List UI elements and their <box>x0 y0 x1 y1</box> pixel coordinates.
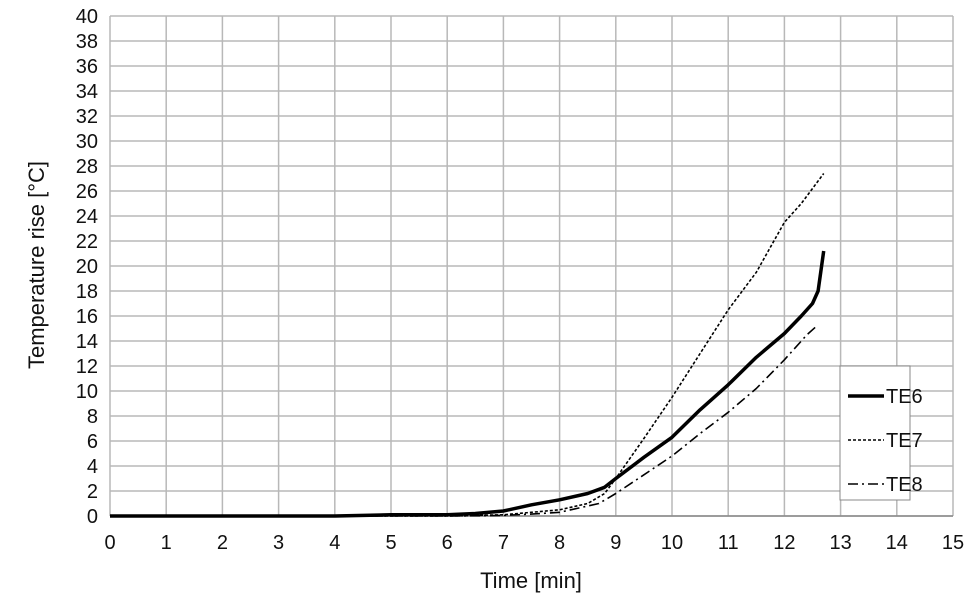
x-axis-label: Time [min] <box>480 568 582 593</box>
y-tick-label: 38 <box>76 31 98 53</box>
series-line-te8 <box>110 324 819 517</box>
y-tick-label: 32 <box>76 106 98 128</box>
x-tick-label: 13 <box>829 532 851 554</box>
y-tick-label: 8 <box>87 406 98 428</box>
x-tick-label: 0 <box>104 532 115 554</box>
y-tick-label: 0 <box>87 506 98 528</box>
y-tick-label: 20 <box>76 256 98 278</box>
x-tick-label: 14 <box>886 532 908 554</box>
x-tick-label: 11 <box>718 532 739 554</box>
legend-label: TE8 <box>886 474 923 496</box>
legend-box <box>839 365 911 501</box>
x-tick-label: 1 <box>161 532 172 554</box>
x-tick-label: 8 <box>554 532 565 554</box>
x-tick-label: 7 <box>498 532 509 554</box>
x-tick-label: 10 <box>661 532 683 554</box>
y-tick-label: 28 <box>76 156 98 178</box>
y-tick-label: 4 <box>87 456 98 478</box>
y-tick-label: 26 <box>76 181 98 203</box>
x-tick-label: 15 <box>942 532 964 554</box>
y-tick-label: 10 <box>76 381 98 403</box>
x-tick-label: 6 <box>442 532 453 554</box>
legend-label: TE7 <box>886 430 923 452</box>
x-tick-label: 2 <box>217 532 228 554</box>
y-tick-label: 22 <box>76 231 98 253</box>
x-tick-label: 4 <box>329 532 340 554</box>
series-line-te7 <box>110 173 825 517</box>
y-tick-label: 14 <box>76 331 98 353</box>
series-lines <box>110 173 826 518</box>
y-tick-label: 6 <box>87 431 98 453</box>
y-tick-label: 34 <box>76 81 98 103</box>
y-tick-label: 18 <box>76 281 98 303</box>
grid <box>109 15 954 517</box>
y-axis-label: Temperature rise [°C] <box>24 161 49 369</box>
x-tick-label: 9 <box>610 532 621 554</box>
legend-label: TE6 <box>886 386 923 408</box>
y-tick-label: 24 <box>76 206 98 228</box>
y-tick-label: 36 <box>76 56 98 78</box>
x-tick-label: 12 <box>773 532 795 554</box>
y-tick-label: 16 <box>76 306 98 328</box>
x-tick-label: 5 <box>385 532 396 554</box>
y-tick-label: 12 <box>76 356 98 378</box>
x-tick-label: 3 <box>273 532 284 554</box>
tick-labels: 0 1 2 3 4 5 6 7 8 9 10 11 12 13 14 15024681012141618202… <box>76 6 964 554</box>
y-tick-label: 2 <box>87 481 98 503</box>
y-tick-label: 30 <box>76 131 98 153</box>
y-tick-label: 40 <box>76 6 98 28</box>
legend: TE6 TE7 TE8 <box>839 365 923 501</box>
